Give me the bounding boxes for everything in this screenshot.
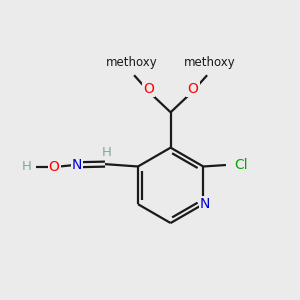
- Text: O: O: [143, 82, 154, 96]
- Text: N: N: [72, 158, 82, 172]
- Text: O: O: [49, 160, 59, 174]
- Text: O: O: [188, 82, 198, 96]
- Text: N: N: [200, 197, 210, 211]
- Text: H: H: [22, 160, 32, 173]
- Text: Cl: Cl: [234, 158, 248, 172]
- Text: methoxy: methoxy: [184, 56, 236, 69]
- Text: methoxy: methoxy: [106, 56, 158, 69]
- Text: H: H: [101, 146, 111, 159]
